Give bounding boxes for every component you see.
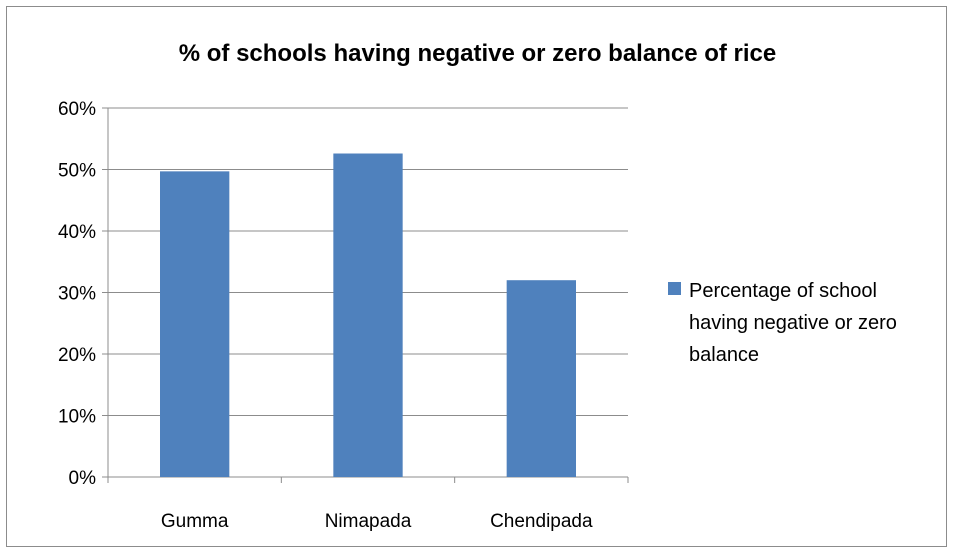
y-tick-label: 30% xyxy=(58,284,96,305)
y-tick-label: 10% xyxy=(58,407,96,428)
legend-label: Percentage of school having negative or … xyxy=(689,280,897,366)
y-tick-label: 60% xyxy=(58,99,96,120)
y-tick-label: 50% xyxy=(58,161,96,182)
legend-swatch xyxy=(668,282,681,295)
x-tick-label: Chendipada xyxy=(490,511,593,532)
bar xyxy=(333,153,403,477)
x-tick-label: Gumma xyxy=(161,511,229,532)
y-tick-label: 20% xyxy=(58,345,96,366)
y-tick-label: 40% xyxy=(58,222,96,243)
bar xyxy=(160,171,230,477)
chart-title: % of schools having negative or zero bal… xyxy=(178,40,777,67)
x-tick-label: Nimapada xyxy=(325,511,412,532)
y-tick-label: 0% xyxy=(69,468,97,489)
bar xyxy=(506,280,576,477)
